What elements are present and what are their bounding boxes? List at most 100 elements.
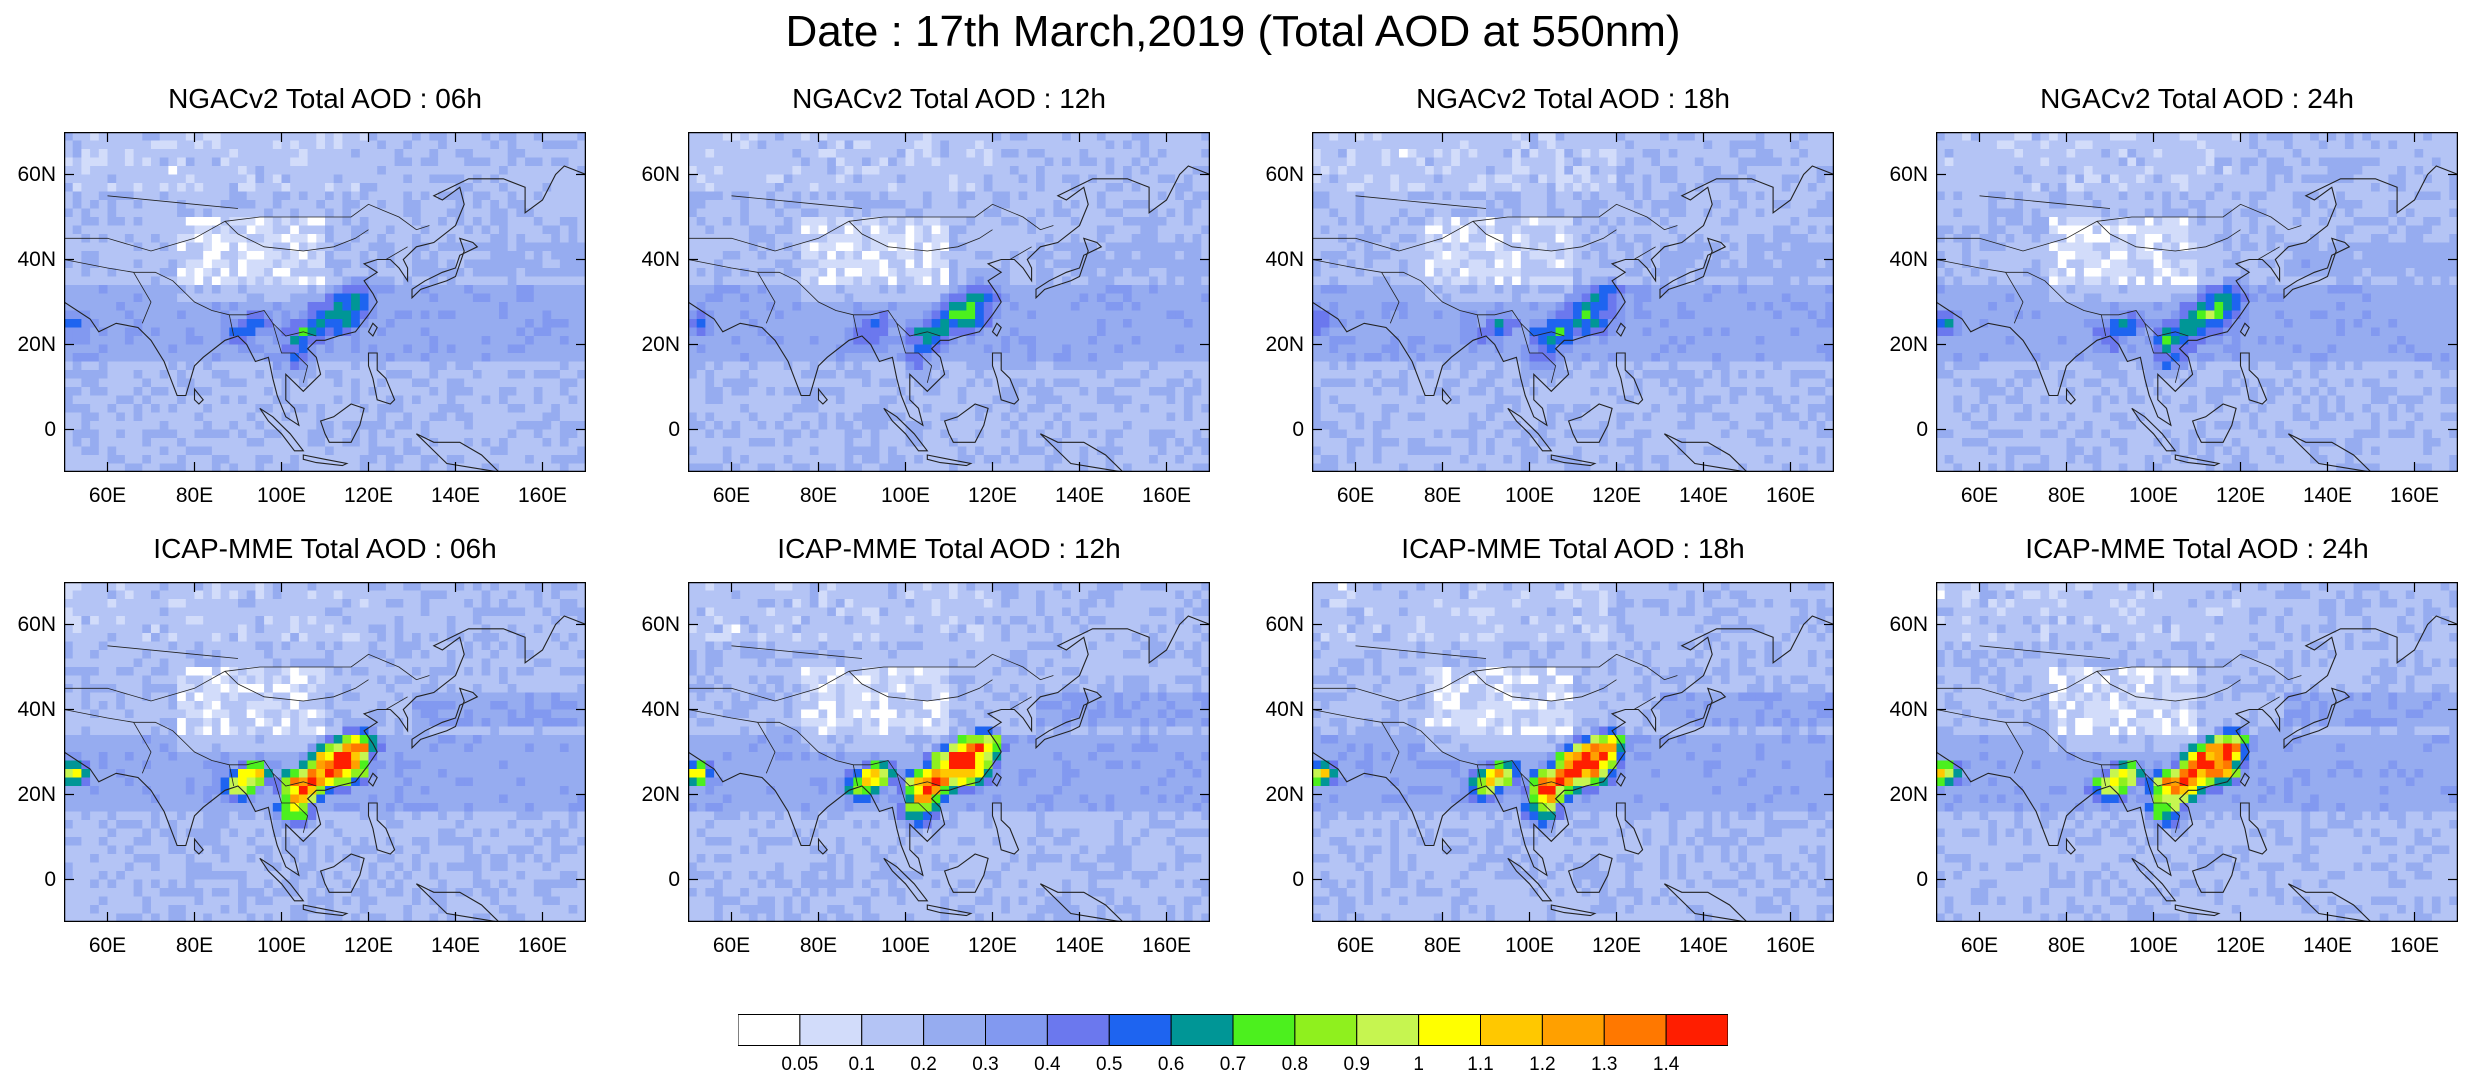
lat-tick-label: 0 (640, 418, 680, 442)
panel-title: ICAP-MME Total AOD : 18h (1312, 532, 1834, 566)
lat-tick-label: 40N (640, 248, 680, 272)
lon-tick-label: 100E (876, 934, 936, 958)
lon-tick-label: 80E (1413, 484, 1473, 508)
aod-raster (64, 582, 586, 922)
lat-tick-label: 0 (1264, 418, 1304, 442)
lat-tick-label: 20N (640, 783, 680, 807)
lat-tick-label: 20N (1888, 333, 1928, 357)
lat-tick-label: 0 (1264, 868, 1304, 892)
lat-tick-label: 40N (16, 248, 56, 272)
lon-tick-label: 120E (963, 934, 1023, 958)
lon-tick-label: 80E (2037, 484, 2097, 508)
lon-tick-label: 120E (339, 484, 399, 508)
lon-tick-label: 140E (1050, 484, 1110, 508)
lon-tick-label: 80E (1413, 934, 1473, 958)
colorbar-swatch (1542, 1015, 1604, 1046)
aod-map (688, 582, 1210, 922)
panel-title: NGACv2 Total AOD : 18h (1312, 82, 1834, 116)
lat-tick-label: 60N (1264, 613, 1304, 637)
lon-tick-label: 60E (78, 484, 138, 508)
colorbar-swatch (1666, 1015, 1728, 1046)
lon-tick-label: 80E (165, 484, 225, 508)
lon-tick-label: 160E (1137, 484, 1197, 508)
lon-tick-label: 160E (1761, 934, 1821, 958)
colorbar-label: 1.2 (1517, 1054, 1567, 1076)
lat-tick-label: 60N (640, 613, 680, 637)
lat-tick-label: 40N (16, 698, 56, 722)
lat-tick-label: 60N (1264, 163, 1304, 187)
lat-tick-label: 20N (640, 333, 680, 357)
lon-tick-label: 160E (2385, 484, 2445, 508)
lat-tick-label: 0 (16, 868, 56, 892)
lon-tick-label: 80E (789, 484, 849, 508)
colorbar-swatch (1481, 1015, 1543, 1046)
aod-map (1936, 132, 2458, 472)
lon-tick-label: 120E (2211, 484, 2271, 508)
panel-title: ICAP-MME Total AOD : 24h (1936, 532, 2458, 566)
lat-tick-label: 60N (16, 613, 56, 637)
lon-tick-label: 160E (1137, 934, 1197, 958)
colorbar-label: 0.2 (899, 1054, 949, 1076)
colorbar-label: 0.7 (1208, 1054, 1258, 1076)
colorbar-label: 1 (1394, 1054, 1444, 1076)
lon-tick-label: 140E (426, 484, 486, 508)
lat-tick-label: 40N (1264, 698, 1304, 722)
lon-tick-label: 160E (1761, 484, 1821, 508)
lon-tick-label: 60E (702, 934, 762, 958)
colorbar-swatch (924, 1015, 986, 1046)
aod-raster (688, 132, 1210, 472)
panel-title: ICAP-MME Total AOD : 12h (688, 532, 1210, 566)
lon-tick-label: 120E (963, 484, 1023, 508)
lon-tick-label: 60E (1326, 484, 1386, 508)
colorbar-swatch (1047, 1015, 1109, 1046)
colorbar-swatch (738, 1015, 800, 1046)
colorbar-label: 1.4 (1641, 1054, 1691, 1076)
lon-tick-label: 80E (165, 934, 225, 958)
lon-tick-label: 100E (252, 484, 312, 508)
lon-tick-label: 60E (1950, 934, 2010, 958)
lon-tick-label: 140E (2298, 934, 2358, 958)
lat-tick-label: 20N (1888, 783, 1928, 807)
colorbar-swatch (1604, 1015, 1666, 1046)
panel-title: ICAP-MME Total AOD : 06h (64, 532, 586, 566)
lon-tick-label: 100E (252, 934, 312, 958)
lat-tick-label: 60N (1888, 163, 1928, 187)
lon-tick-label: 60E (78, 934, 138, 958)
lat-tick-label: 20N (16, 783, 56, 807)
aod-raster (64, 132, 586, 472)
lon-tick-label: 100E (2124, 934, 2184, 958)
colorbar-label: 1.3 (1579, 1054, 1629, 1076)
lat-tick-label: 40N (640, 698, 680, 722)
lon-tick-label: 140E (426, 934, 486, 958)
colorbar-label: 0.8 (1270, 1054, 1320, 1076)
colorbar-label: 0.9 (1332, 1054, 1382, 1076)
aod-raster (1936, 582, 2458, 922)
colorbar-label: 0.6 (1146, 1054, 1196, 1076)
colorbar-swatch (800, 1015, 862, 1046)
lat-tick-label: 20N (1264, 333, 1304, 357)
panel-title: NGACv2 Total AOD : 24h (1936, 82, 2458, 116)
lon-tick-label: 160E (513, 484, 573, 508)
colorbar-label: 1.1 (1456, 1054, 1506, 1076)
lon-tick-label: 120E (1587, 484, 1647, 508)
lon-tick-label: 160E (513, 934, 573, 958)
aod-map (1312, 582, 1834, 922)
aod-map (1312, 132, 1834, 472)
lon-tick-label: 140E (1674, 934, 1734, 958)
aod-map (64, 132, 586, 472)
colorbar-swatch (1233, 1015, 1295, 1046)
aod-raster (1312, 582, 1834, 922)
colorbar-label: 0.1 (837, 1054, 887, 1076)
colorbar-label: 0.05 (775, 1054, 825, 1076)
lon-tick-label: 140E (1674, 484, 1734, 508)
colorbar-label: 0.4 (1022, 1054, 1072, 1076)
lon-tick-label: 80E (2037, 934, 2097, 958)
lat-tick-label: 0 (16, 418, 56, 442)
colorbar-swatch (1295, 1015, 1357, 1046)
colorbar-swatch (986, 1015, 1048, 1046)
